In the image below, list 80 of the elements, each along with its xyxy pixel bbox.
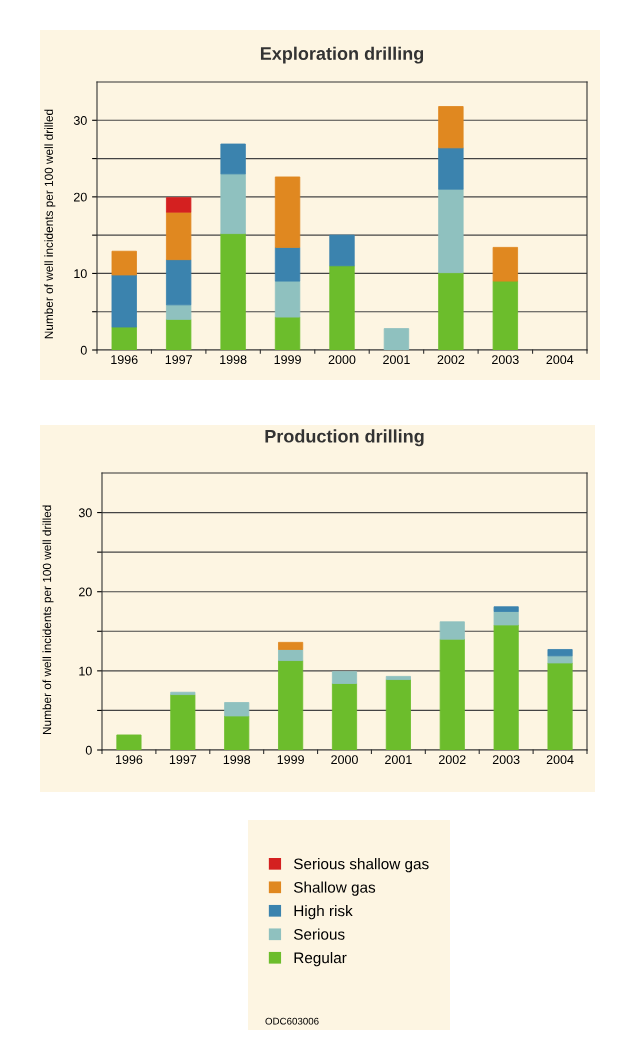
bar: [329, 234, 355, 267]
bar: [170, 694, 196, 750]
y-tick-label: 30: [73, 116, 87, 125]
bar: [385, 679, 411, 750]
bar: [166, 259, 192, 306]
bar: [166, 318, 192, 350]
bar: [278, 660, 304, 750]
x-tick-label: 2002: [439, 755, 466, 765]
bar: [278, 649, 304, 661]
x-tick-label: 2000: [331, 755, 358, 765]
bar: [166, 304, 192, 320]
bar: [220, 233, 246, 350]
y-tick-label: 0: [85, 745, 92, 755]
bar: [383, 328, 410, 350]
bar: [220, 143, 246, 175]
bar: [547, 649, 573, 657]
bar: [111, 326, 137, 350]
bar: [220, 173, 246, 235]
x-tick-label: 2001: [383, 355, 410, 365]
bar: [224, 715, 250, 750]
x-tick-label: 1996: [111, 355, 138, 365]
bar: [274, 280, 301, 318]
bar: [170, 691, 196, 696]
bar: [111, 250, 137, 276]
bar: [438, 147, 464, 190]
x-tick-label: 1997: [165, 355, 192, 365]
legend-label: Shallow gas: [293, 881, 376, 896]
legend-label: Regular: [294, 952, 347, 967]
x-tick-label: 1998: [223, 755, 251, 765]
x-tick-label: 1999: [277, 755, 304, 765]
bar: [438, 106, 464, 149]
x-tick-label: 1999: [274, 355, 301, 365]
y-tick-label: 30: [78, 508, 92, 518]
legend-label: High risk: [294, 905, 353, 920]
y-axis-title: Number of well incidents per 100 well drilled: [44, 109, 56, 339]
legend-label: Serious shallow gas: [293, 858, 429, 873]
bar: [438, 272, 464, 350]
bar: [274, 176, 301, 248]
legend-label: Serious: [293, 928, 345, 940]
bar: [331, 683, 358, 750]
chart-title: Exploration drilling: [260, 46, 424, 64]
bar: [438, 188, 464, 274]
x-tick-label: 1997: [169, 755, 197, 765]
bar: [493, 611, 519, 626]
bar: [166, 211, 192, 261]
bar: [224, 702, 250, 717]
x-tick-label: 2004: [546, 755, 574, 765]
bar: [329, 265, 355, 350]
y-tick-label: 10: [79, 666, 92, 676]
bar: [493, 624, 519, 750]
x-tick-label: 2001: [385, 755, 412, 765]
x-tick-label: 2004: [546, 355, 574, 365]
y-tick-label: 20: [79, 587, 92, 597]
x-tick-label: 2000: [328, 355, 356, 365]
chart-title: Production drilling: [265, 429, 424, 447]
x-tick-label: 1996: [116, 755, 143, 765]
bar: [547, 655, 573, 664]
bar: [116, 734, 142, 750]
bar: [385, 675, 411, 680]
y-tick-label: 20: [74, 192, 87, 202]
bar: [492, 246, 518, 282]
bar: [547, 662, 573, 750]
y-tick-label: 10: [74, 269, 87, 279]
bar: [111, 274, 137, 328]
bar: [331, 671, 358, 684]
bar: [439, 621, 465, 640]
bar: [278, 641, 304, 650]
bar: [166, 197, 192, 213]
bar: [274, 246, 301, 282]
x-tick-label: 1998: [220, 355, 247, 365]
x-tick-label: 2003: [492, 355, 519, 365]
bar: [439, 638, 465, 750]
x-tick-label: 2003: [492, 755, 520, 765]
bar: [274, 316, 301, 350]
text: ODC603006: [265, 1017, 319, 1025]
y-tick-label: 0: [80, 345, 87, 355]
bar: [493, 606, 519, 612]
x-tick-label: 2002: [437, 355, 465, 365]
y-axis-title: Number of well incidents per 100 well drilled: [42, 505, 54, 734]
bar: [492, 280, 518, 350]
